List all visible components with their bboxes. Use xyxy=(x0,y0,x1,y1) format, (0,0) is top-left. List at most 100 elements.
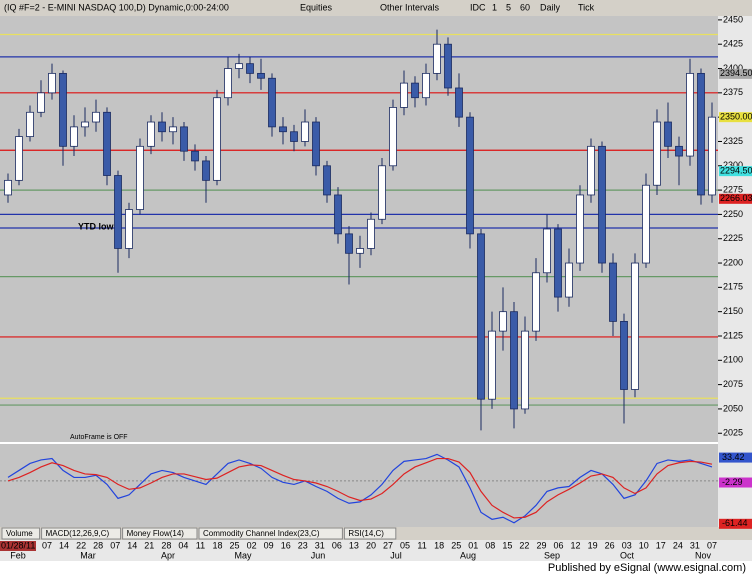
toolbar-item[interactable]: Other Intervals xyxy=(380,2,440,12)
x-month-label: Jun xyxy=(311,550,326,560)
candle-body xyxy=(103,111,111,176)
candle-body xyxy=(59,72,67,147)
x-tick-label: 07 xyxy=(110,540,120,550)
macd-tag xyxy=(719,452,752,463)
x-tick-label: 22 xyxy=(76,540,86,550)
price-tag-label: 2266.03 xyxy=(720,193,752,203)
x-tick-label: 08 xyxy=(485,540,495,550)
toolbar xyxy=(0,0,752,16)
candle-body xyxy=(477,233,485,400)
candle-body xyxy=(26,111,34,138)
x-tick-label: 13 xyxy=(349,540,359,550)
signal-line xyxy=(7,457,713,519)
candle-body xyxy=(15,136,23,181)
candle-body xyxy=(576,194,584,264)
candle-body xyxy=(664,121,672,147)
candle-body xyxy=(411,82,419,99)
tab-label[interactable]: Volume xyxy=(6,529,33,538)
toolbar-item[interactable]: 60 xyxy=(520,2,530,12)
candle-body xyxy=(81,121,89,128)
x-tick-label: 07 xyxy=(42,540,52,550)
y-tick-label: 2050 xyxy=(723,403,743,413)
symbol-title: (IQ #F=2 - E-MINI NASDAQ 100,D) Dynamic,… xyxy=(4,2,229,12)
price-tag xyxy=(719,112,752,123)
toolbar-item[interactable]: Equities xyxy=(300,2,333,12)
x-month-label: Aug xyxy=(460,550,476,560)
y-tick-label: 2400 xyxy=(723,63,743,73)
candle-body xyxy=(565,262,573,298)
tab-label[interactable]: RSI(14,C) xyxy=(348,529,384,538)
price-tag-label: 2294.50 xyxy=(720,166,752,176)
tab[interactable] xyxy=(198,527,343,540)
x-tick-label: 10 xyxy=(639,540,649,550)
candle-body xyxy=(444,43,452,89)
tab-label[interactable]: Commodity Channel Index(23,C) xyxy=(203,529,320,538)
tab[interactable] xyxy=(343,527,397,540)
candle-body xyxy=(521,330,529,410)
candle-body xyxy=(708,116,716,196)
toolbar-item[interactable]: Tick xyxy=(578,2,595,12)
candle-body xyxy=(653,121,661,186)
candle-body xyxy=(587,145,595,196)
x-tick-label: 21 xyxy=(144,540,154,550)
y-tick-label: 2225 xyxy=(723,233,743,243)
date-axis xyxy=(0,540,752,561)
candle-body xyxy=(356,248,364,254)
macd-tag xyxy=(719,518,752,529)
macd-tag-label: -61.44 xyxy=(722,518,748,528)
candle-body xyxy=(180,126,188,152)
toolbar-item[interactable]: IDC xyxy=(470,2,486,12)
candle-body xyxy=(422,72,430,99)
y-tick-label: 2425 xyxy=(723,39,743,49)
candle-body xyxy=(312,121,320,167)
y-tick-label: 2325 xyxy=(723,136,743,146)
toolbar-item[interactable]: 5 xyxy=(506,2,511,12)
tab[interactable] xyxy=(41,527,122,540)
candle-body xyxy=(367,218,375,249)
candle-body xyxy=(543,228,551,274)
x-month-label: May xyxy=(234,550,252,560)
candle-body xyxy=(169,126,177,133)
candle-body xyxy=(466,116,474,235)
candle-body xyxy=(257,72,265,79)
x-tick-label: 25 xyxy=(230,540,240,550)
y-tick-label: 2125 xyxy=(723,330,743,340)
x-tick-label: 31 xyxy=(315,540,325,550)
candle-body xyxy=(213,97,221,181)
candle-body xyxy=(114,175,122,249)
x-tick-label: 22 xyxy=(519,540,529,550)
x-tick-label: 16 xyxy=(281,540,291,550)
x-month-label: Feb xyxy=(10,550,26,560)
tab[interactable] xyxy=(122,527,198,540)
candle-body xyxy=(642,184,650,264)
toolbar-item[interactable]: Daily xyxy=(540,2,561,12)
candle-body xyxy=(598,145,606,264)
candle-body xyxy=(455,87,463,118)
x-tick-label: 17 xyxy=(656,540,666,550)
toolbar-item[interactable]: 1 xyxy=(492,2,497,12)
price-tag-label: 2394.50 xyxy=(720,68,752,78)
candle-body xyxy=(554,228,562,298)
candle-body xyxy=(675,145,683,157)
candle-body xyxy=(400,82,408,108)
tab-label[interactable]: MACD(12,26,9,C) xyxy=(46,529,110,538)
y-tick-label: 2375 xyxy=(723,87,743,97)
candle-body xyxy=(158,121,166,133)
x-month-label: Nov xyxy=(695,550,712,560)
x-tick-label: 18 xyxy=(434,540,444,550)
x-tick-label: 23 xyxy=(298,540,308,550)
macd-tag-label: 33.42 xyxy=(722,452,745,462)
x-tick-label: 02 xyxy=(247,540,257,550)
tab[interactable] xyxy=(1,527,41,540)
x-month-label: Mar xyxy=(80,550,96,560)
x-tick-label: 07 xyxy=(707,540,717,550)
y-tick-label: 2300 xyxy=(723,160,743,170)
candle-body xyxy=(136,145,144,210)
candle-body xyxy=(48,72,56,94)
tab-label[interactable]: Money Flow(14) xyxy=(127,529,185,538)
y-tick-label: 2200 xyxy=(723,257,743,267)
price-tag xyxy=(719,68,752,79)
candle-body xyxy=(301,121,309,142)
candle-body xyxy=(268,77,276,128)
